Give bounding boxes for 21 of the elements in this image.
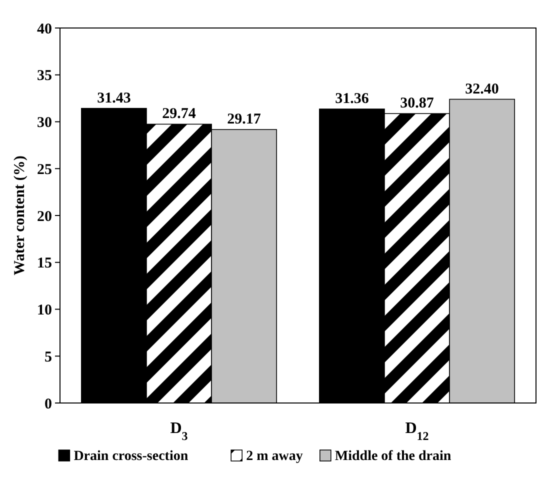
y-tick-label: 40 xyxy=(37,21,52,38)
text: 29.17 xyxy=(227,112,261,128)
y-tick-label: 35 xyxy=(37,68,52,84)
y-tick-label: 25 xyxy=(37,162,52,178)
y-tick-label: 10 xyxy=(37,302,52,318)
y-tick-label: 15 xyxy=(37,256,52,272)
y-axis-title: Water content (%) xyxy=(12,156,28,276)
y-tick-label: 20 xyxy=(37,208,52,225)
y-tick-label: 5 xyxy=(44,349,52,366)
text: 31.43 xyxy=(97,90,131,106)
legend-label: Middle of the drain xyxy=(334,449,452,464)
y-tick-label: 0 xyxy=(44,396,52,412)
text: 31.36 xyxy=(335,91,369,107)
legend-label: Drain cross-section xyxy=(74,449,188,464)
x-tick-label: D$_{12}$ xyxy=(405,420,429,443)
text: 29.74 xyxy=(162,106,196,122)
text: 30.87 xyxy=(400,96,434,112)
y-tick-label: 30 xyxy=(37,115,52,131)
text: 32.40 xyxy=(465,81,499,98)
legend-label: 2 m away xyxy=(246,449,303,464)
x-tick-label: D$_{3}$ xyxy=(170,420,188,443)
